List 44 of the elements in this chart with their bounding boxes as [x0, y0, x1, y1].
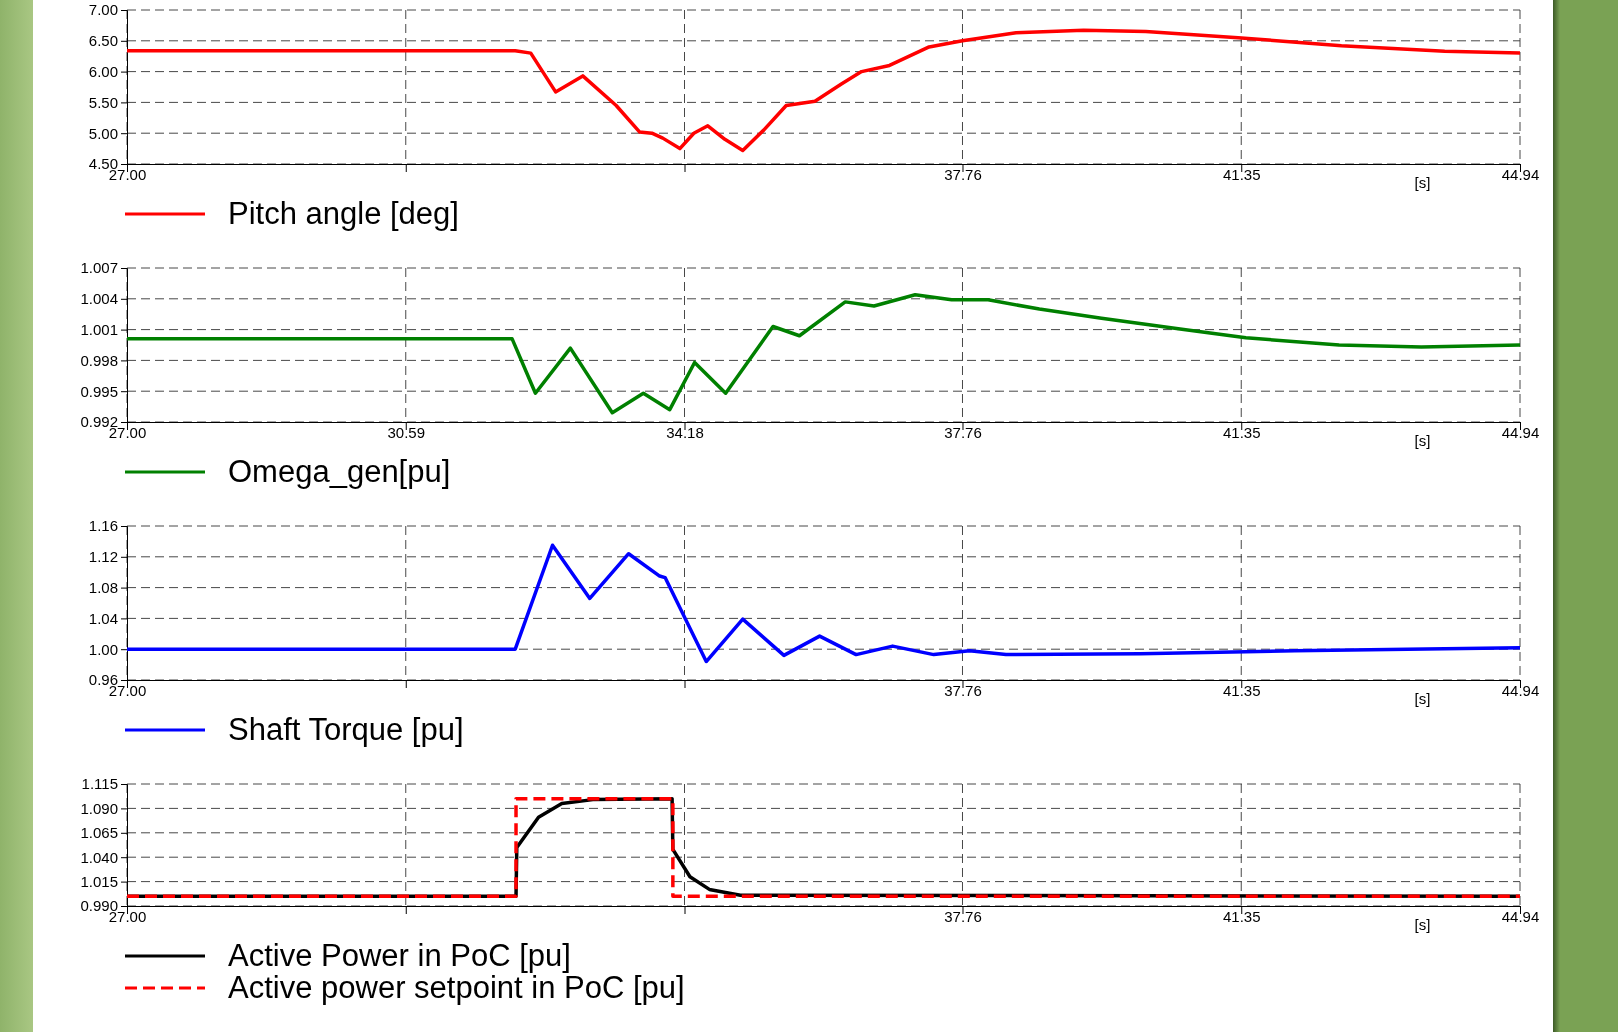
y-tick-label: 5.50: [88, 93, 118, 111]
x-tick-label: 44.94: [1501, 907, 1540, 925]
x-axis-title: [s]: [1414, 916, 1431, 933]
x-tick-label: 41.35: [1222, 681, 1261, 699]
x-tick-label: 44.94: [1501, 423, 1540, 441]
x-axis-title: [s]: [1414, 690, 1431, 707]
y-tick-label: 7.00: [88, 1, 118, 19]
y-tick-label: 1.040: [80, 848, 118, 866]
y-tick-label: 1.16: [88, 517, 118, 535]
x-axis-title: [s]: [1414, 174, 1431, 191]
y-tick-label: 0.998: [80, 351, 118, 369]
x-tick-label: 34.18: [666, 423, 704, 441]
y-tick-label: 1.08: [88, 578, 118, 596]
y-tick-label: 1.04: [88, 609, 118, 627]
x-tick-label: 41.35: [1222, 907, 1261, 925]
x-tick-label: 37.76: [944, 681, 982, 699]
y-tick-label: 1.00: [88, 640, 118, 658]
x-tick-label: 37.76: [944, 423, 982, 441]
y-tick-label: 1.065: [80, 824, 118, 842]
line-series: [125, 292, 1522, 415]
y-tick-label: 6.50: [88, 32, 118, 50]
y-tick-label: 1.115: [81, 775, 118, 793]
legend-label: Omega_gen[pu]: [228, 454, 451, 489]
x-tick-label: 37.76: [944, 165, 982, 183]
line-series: [125, 543, 1522, 664]
y-tick-label: 1.004: [80, 290, 118, 308]
x-tick-label: 30.59: [387, 423, 426, 441]
y-tick-label: 0.995: [80, 382, 118, 400]
y-tick-label: 1.090: [80, 799, 118, 817]
x-tick-label: 41.35: [1222, 423, 1261, 441]
y-tick-label: 1.001: [80, 320, 118, 338]
y-tick-label: 1.12: [88, 548, 118, 566]
x-tick-label: 44.94: [1501, 165, 1540, 183]
y-tick-label: 5.00: [88, 124, 118, 142]
x-tick-label: 44.94: [1501, 681, 1540, 699]
x-axis-title: [s]: [1414, 432, 1431, 449]
line-series: [125, 28, 1522, 153]
legend-label: Pitch angle [deg]: [228, 196, 459, 231]
legend-label: Shaft Torque [pu]: [228, 712, 464, 747]
y-tick-label: 1.015: [80, 872, 118, 890]
x-tick-label: 41.35: [1222, 165, 1261, 183]
x-tick-label: 37.76: [944, 907, 982, 925]
y-tick-label: 6.00: [88, 62, 118, 80]
y-tick-label: 1.007: [80, 259, 118, 277]
